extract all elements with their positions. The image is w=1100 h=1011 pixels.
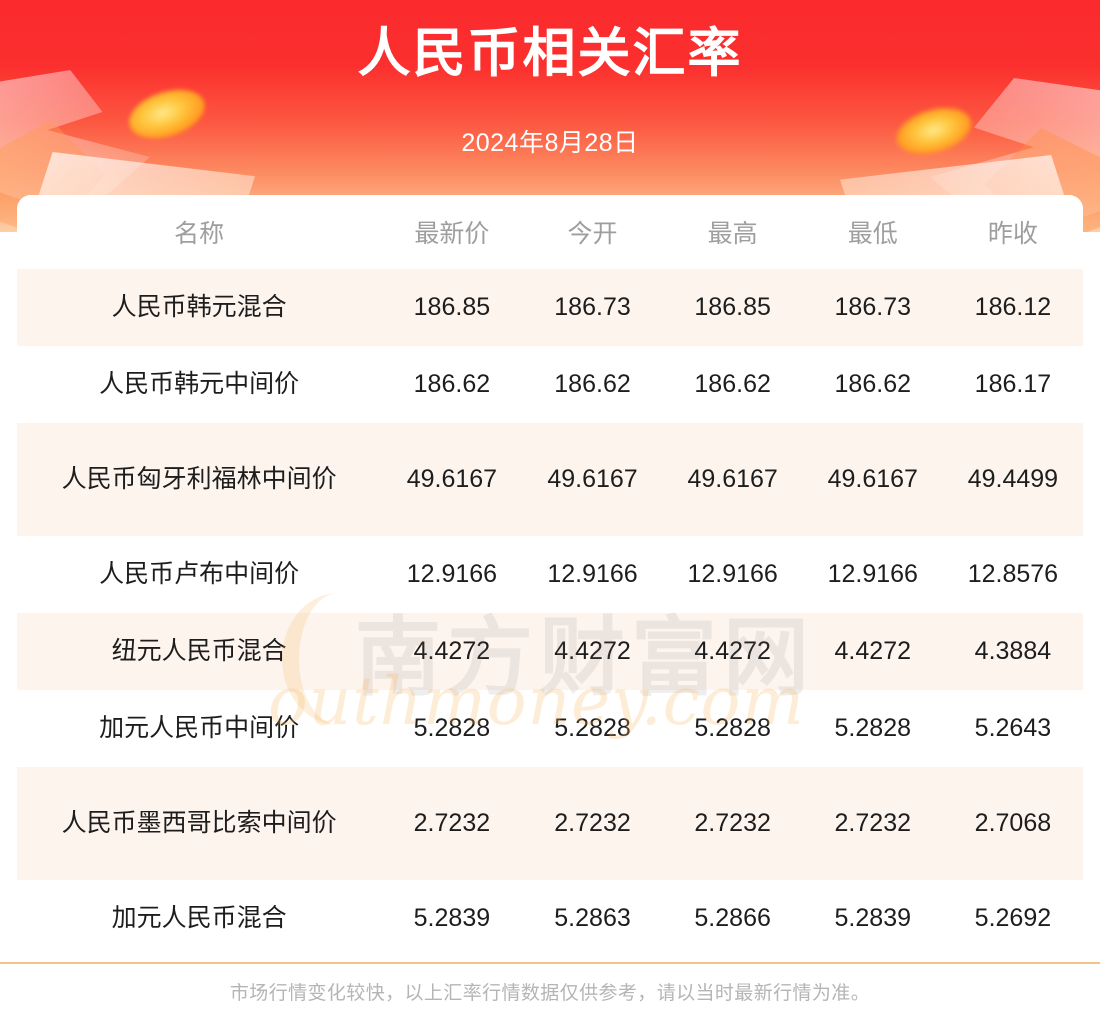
cell-open: 49.6167 <box>522 423 663 536</box>
cell-open: 2.7232 <box>522 767 663 880</box>
cell-open: 5.2828 <box>554 714 631 742</box>
cell-prev: 12.8576 <box>967 560 1059 588</box>
cell-prev: 5.2643 <box>974 714 1052 742</box>
cell-last: 5.2828 <box>413 714 491 742</box>
cell-name: 加元人民币中间价 <box>99 714 300 742</box>
cell-open: 186.62 <box>554 370 631 398</box>
cell-low: 12.9166 <box>827 560 918 588</box>
cell-low: 5.2839 <box>834 904 911 932</box>
table-header-row: 名称 最新价 今开 最高 最低 昨收 <box>17 195 1083 269</box>
table-row[interactable]: 人民币韩元混合 186.85 186.73 186.85 186.73 186.… <box>17 269 1083 346</box>
table-body: 人民币韩元混合 186.85 186.73 186.85 186.73 186.… <box>17 269 1083 957</box>
cell-high: 186.62 <box>694 370 771 398</box>
column-header-last: 最新价 <box>381 195 523 269</box>
cell-prev: 186.12 <box>942 269 1083 346</box>
cell-high: 186.85 <box>662 269 803 346</box>
cell-open: 186.73 <box>522 269 663 346</box>
cell-last: 186.62 <box>413 370 491 398</box>
cell-name: 加元人民币混合 <box>111 904 287 932</box>
cell-prev: 186.17 <box>974 370 1052 398</box>
column-header-prev: 昨收 <box>942 195 1083 269</box>
column-header-high: 最高 <box>662 195 803 269</box>
rates-table: 名称 最新价 今开 最高 最低 昨收 人民币韩元混合 186.85 186.73… <box>17 195 1083 957</box>
cell-name: 人民币墨西哥比索中间价 <box>17 767 382 880</box>
page-title: 人民币相关汇率 <box>357 24 743 83</box>
cell-prev: 49.4499 <box>942 423 1083 536</box>
cell-low: 2.7232 <box>802 767 943 880</box>
cell-last: 2.7232 <box>381 767 523 880</box>
report-date: 2024年8月28日 <box>461 129 639 157</box>
cell-high: 49.6167 <box>662 423 803 536</box>
column-header-open: 今开 <box>522 195 663 269</box>
cell-prev: 4.3884 <box>942 613 1083 690</box>
cell-high: 2.7232 <box>662 767 803 880</box>
footer-divider <box>0 962 1100 964</box>
cell-high: 4.4272 <box>662 613 803 690</box>
table-row[interactable]: 人民币韩元中间价 186.62 186.62 186.62 186.62 186… <box>17 346 1083 423</box>
table-row[interactable]: 加元人民币中间价 5.2828 5.2828 5.2828 5.2828 5.2… <box>17 690 1083 767</box>
cell-name: 人民币卢布中间价 <box>99 560 300 588</box>
cell-last: 186.85 <box>381 269 523 346</box>
column-header-name: 名称 <box>17 195 382 269</box>
cell-name: 人民币匈牙利福林中间价 <box>17 423 382 536</box>
cell-prev: 2.7068 <box>942 767 1083 880</box>
table-row[interactable]: 人民币卢布中间价 12.9166 12.9166 12.9166 12.9166… <box>17 536 1083 613</box>
table-row[interactable]: 纽元人民币混合 4.4272 4.4272 4.4272 4.4272 4.38… <box>17 613 1083 690</box>
cell-last: 49.6167 <box>381 423 523 536</box>
cell-name: 人民币韩元混合 <box>17 269 382 346</box>
cell-prev: 5.2692 <box>974 904 1052 932</box>
disclaimer-note: 市场行情变化较快，以上汇率行情数据仅供参考，请以当时最新行情为准。 <box>229 983 871 1004</box>
cell-low: 186.62 <box>834 370 911 398</box>
cell-low: 186.73 <box>802 269 943 346</box>
cell-last: 12.9166 <box>406 560 498 588</box>
cell-open: 12.9166 <box>547 560 638 588</box>
cell-open: 5.2863 <box>554 904 631 932</box>
table-row[interactable]: 人民币墨西哥比索中间价 2.7232 2.7232 2.7232 2.7232 … <box>17 767 1083 880</box>
table-header: 名称 最新价 今开 最高 最低 昨收 <box>17 195 1083 269</box>
column-header-low: 最低 <box>802 195 943 269</box>
cell-low: 49.6167 <box>802 423 943 536</box>
cell-last: 4.4272 <box>381 613 523 690</box>
table-row[interactable]: 加元人民币混合 5.2839 5.2863 5.2866 5.2839 5.26… <box>17 880 1083 957</box>
cell-name: 纽元人民币混合 <box>17 613 382 690</box>
cell-low: 4.4272 <box>802 613 943 690</box>
table-row[interactable]: 人民币匈牙利福林中间价 49.6167 49.6167 49.6167 49.6… <box>17 423 1083 536</box>
cell-name: 人民币韩元中间价 <box>99 370 300 398</box>
cell-open: 4.4272 <box>522 613 663 690</box>
cell-high: 5.2828 <box>694 714 771 742</box>
cell-high: 5.2866 <box>694 904 771 932</box>
cell-low: 5.2828 <box>834 714 911 742</box>
cell-high: 12.9166 <box>687 560 778 588</box>
rates-table-card: 名称 最新价 今开 最高 最低 昨收 人民币韩元混合 186.85 186.73… <box>17 195 1083 957</box>
cell-last: 5.2839 <box>413 904 491 932</box>
